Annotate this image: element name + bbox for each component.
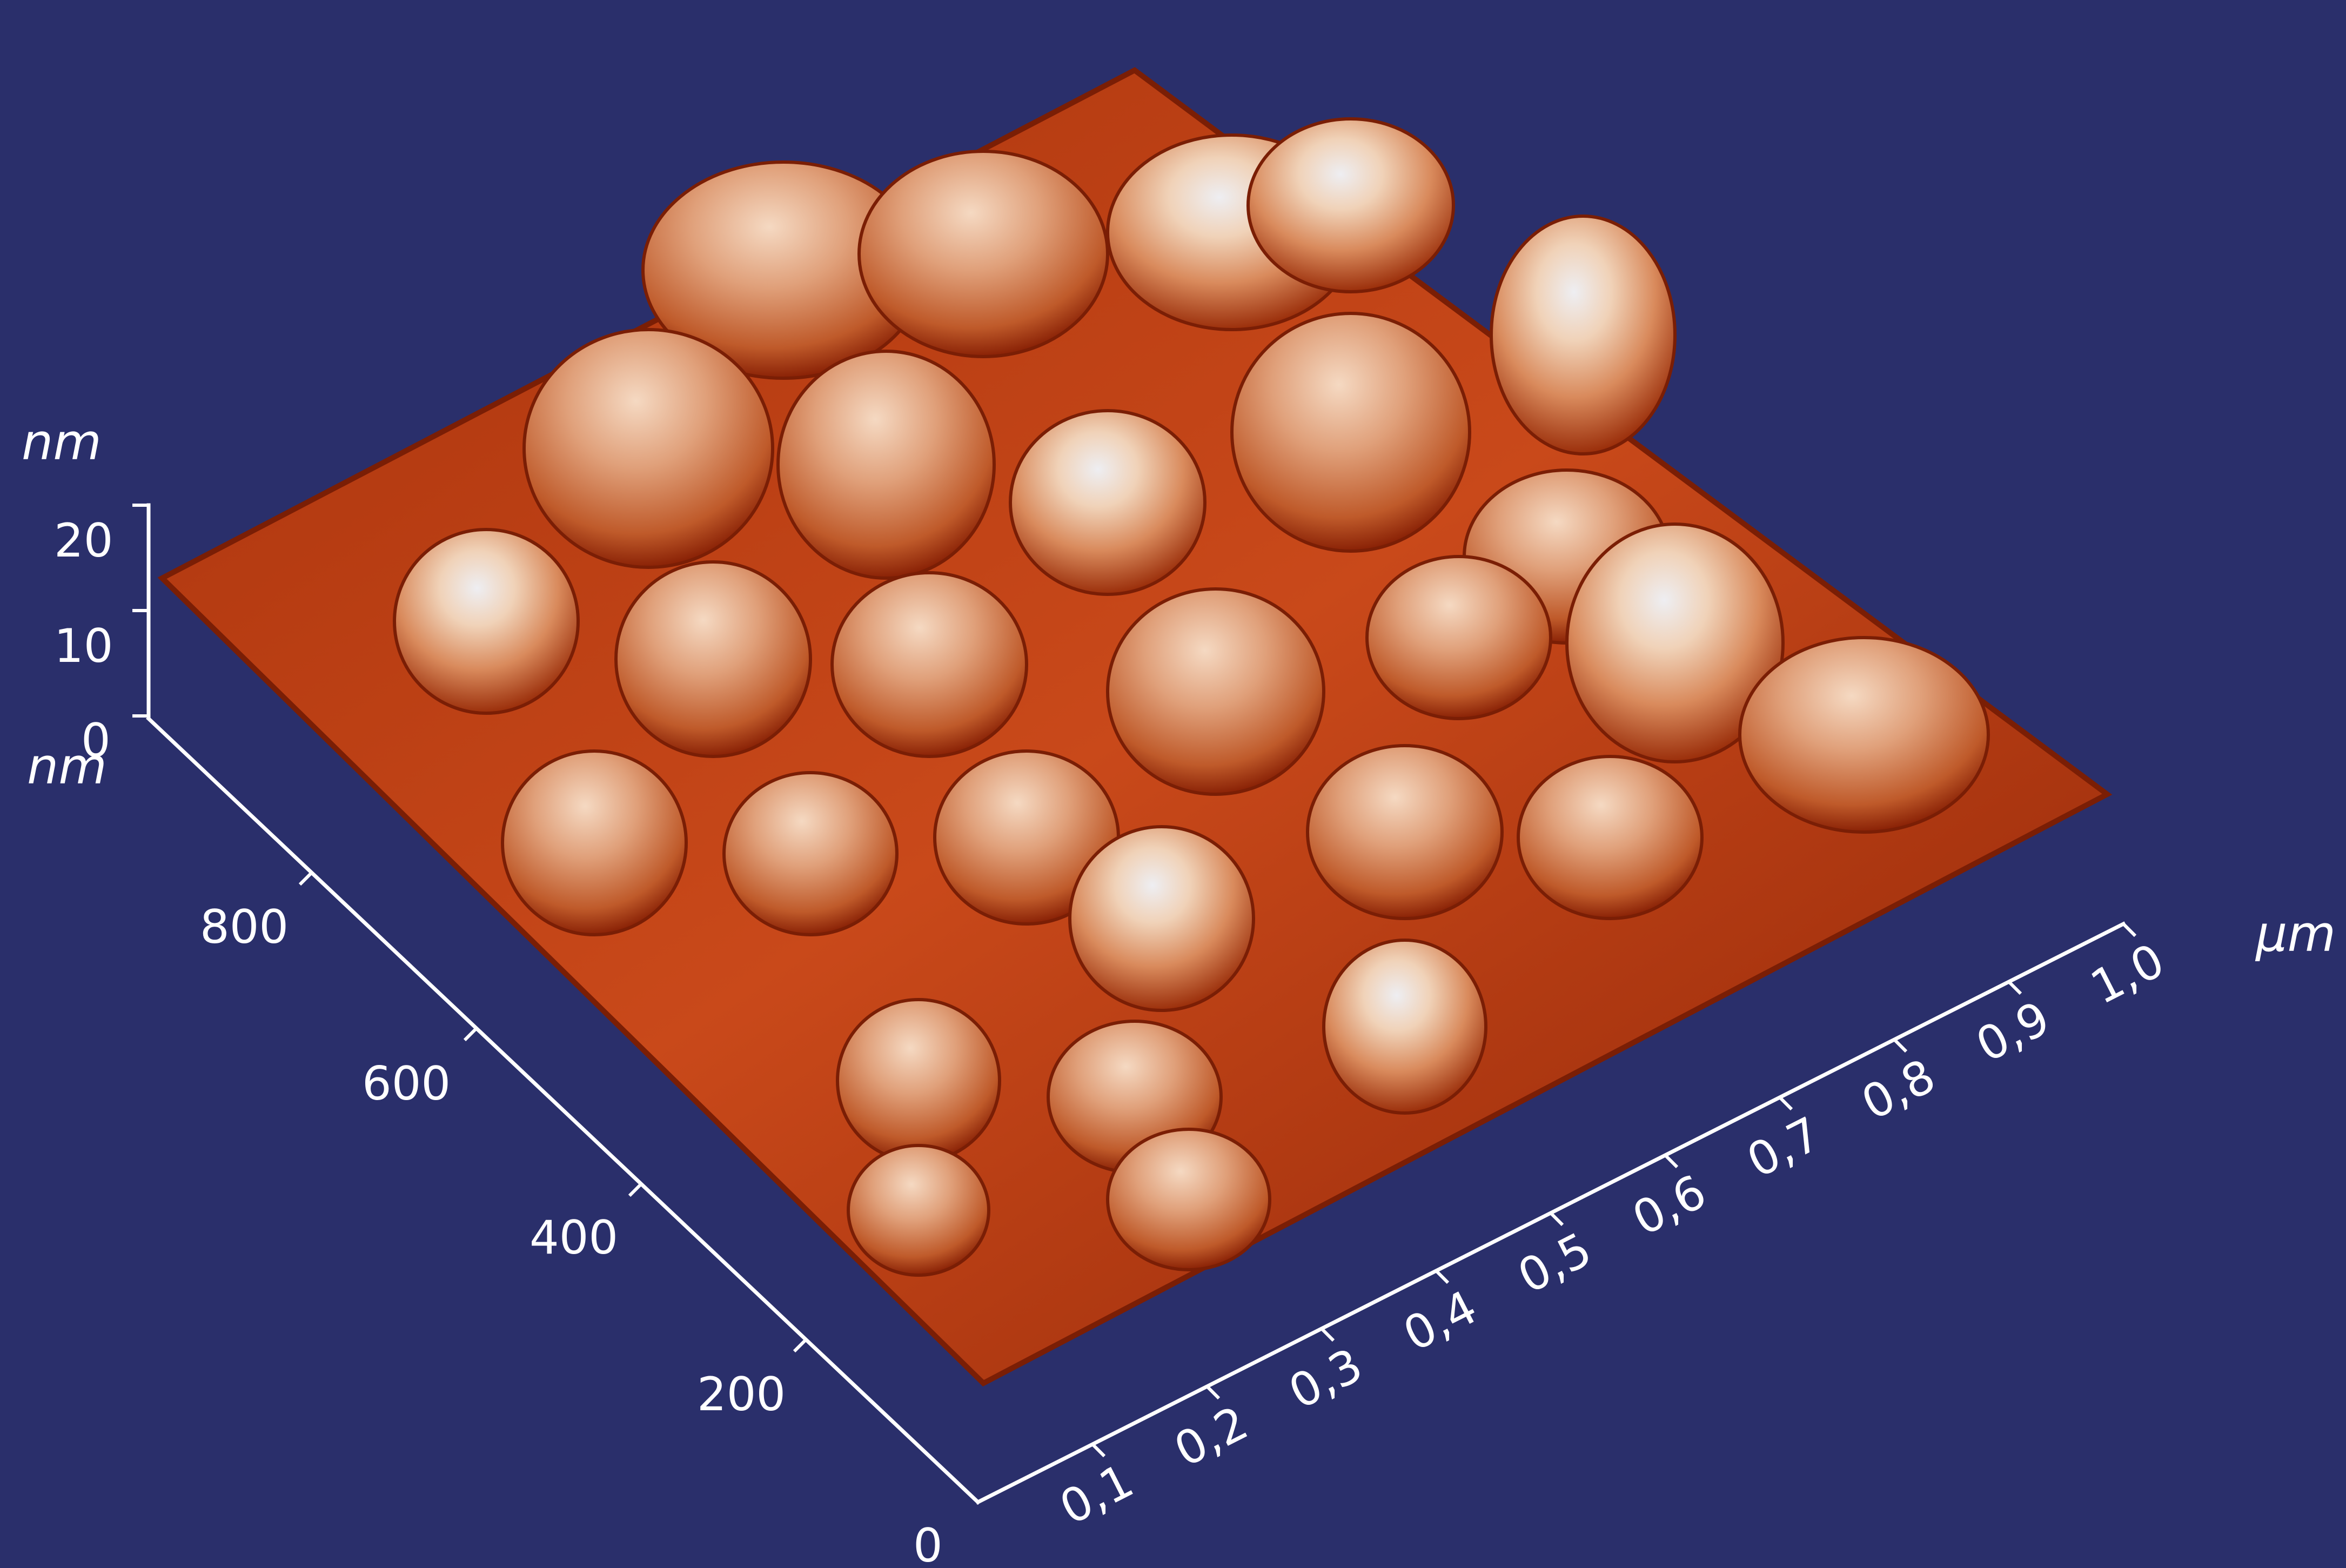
x-tick-label: 0,3 xyxy=(1281,1338,1371,1420)
x-tick-mark xyxy=(2122,922,2137,937)
x-tick-label: 0,6 xyxy=(1624,1165,1714,1247)
surface-hill xyxy=(522,328,774,569)
y-axis-line xyxy=(146,716,981,1505)
surface-hill xyxy=(857,150,1109,358)
x-tick-mark xyxy=(1435,1269,1450,1284)
surface-hill xyxy=(722,771,899,936)
surface-hill xyxy=(1246,117,1455,293)
surface-hill xyxy=(830,571,1028,758)
surface-hill xyxy=(1009,409,1206,596)
surface-hill xyxy=(836,998,1001,1163)
surface-hill xyxy=(1490,215,1677,455)
surface-hill xyxy=(1106,1128,1271,1271)
surface-hill xyxy=(1322,939,1487,1115)
y-tick-200: 200 xyxy=(697,1368,786,1422)
x-tick-mark xyxy=(2007,980,2022,995)
x-tick-mark xyxy=(1664,1154,1679,1169)
x-tick-mark xyxy=(1091,1443,1106,1458)
x-tick-label: 0,8 xyxy=(1853,1049,1943,1131)
surface-hill xyxy=(1068,825,1255,1012)
surface-hill xyxy=(614,560,812,758)
surface-hill xyxy=(776,350,996,580)
x-unit-label: µm xyxy=(2255,905,2336,963)
surface-hill xyxy=(501,749,688,936)
surface-hill xyxy=(1230,312,1471,553)
surface-hill xyxy=(1517,755,1704,920)
z-tick-20: 20 xyxy=(54,514,113,568)
x-tick-label: 0,4 xyxy=(1395,1281,1485,1362)
z-unit-label: nm xyxy=(22,413,102,471)
surface-hills xyxy=(393,117,1990,1277)
y-tick-400: 400 xyxy=(529,1211,618,1265)
surface-hill xyxy=(1106,587,1325,796)
surface-hill xyxy=(1565,522,1785,763)
x-tick-mark xyxy=(1549,1211,1564,1227)
surface-hill xyxy=(1365,555,1552,720)
surface-hill xyxy=(1738,636,1990,834)
surface-hill xyxy=(393,528,580,715)
z-tick-10: 10 xyxy=(54,619,113,673)
x-tick-mark xyxy=(1893,1038,1908,1053)
x-tick-mark xyxy=(1320,1327,1335,1342)
x-tick-label: 0,7 xyxy=(1739,1107,1829,1189)
y-unit-label: nm xyxy=(27,738,107,795)
x-tick-label: 0,9 xyxy=(1968,991,2058,1073)
x-tick-label: 0,1 xyxy=(1051,1454,1142,1536)
surface-hill xyxy=(1306,744,1504,920)
y-tick-0: 0 xyxy=(913,1519,943,1568)
surface-hill xyxy=(847,1144,990,1277)
z-tick-0: 0 xyxy=(81,714,111,768)
x-tick-mark xyxy=(1205,1385,1221,1400)
x-tick-mark xyxy=(1778,1096,1793,1111)
y-tick-600: 600 xyxy=(362,1057,451,1111)
x-tick-label: 1,0 xyxy=(2082,934,2173,1015)
x-tick-label: 0,5 xyxy=(1510,1223,1600,1304)
y-tick-800: 800 xyxy=(200,900,289,954)
x-tick-label: 0,2 xyxy=(1166,1396,1256,1478)
